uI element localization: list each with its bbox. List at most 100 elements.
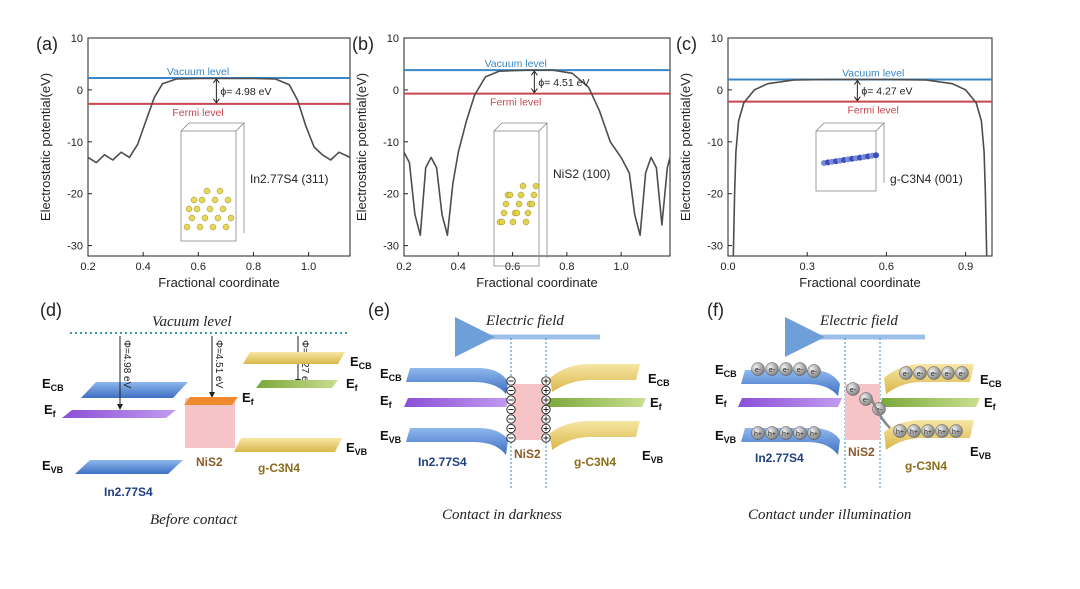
panel-label: (b)	[352, 34, 374, 54]
y-tick-label: -20	[67, 189, 83, 201]
x-axis-label: Fractional coordinate	[476, 275, 597, 290]
gcn-vb-band-e	[550, 421, 640, 450]
minus-charge	[506, 385, 516, 396]
in2s-label-e: In2.77S4	[418, 455, 467, 469]
electron: e-	[913, 366, 927, 380]
gcn-ef-band-f	[880, 398, 980, 407]
nis2-ef-band	[184, 397, 238, 405]
structure-label: NiS2 (100)	[553, 167, 610, 181]
vacuum-level-label: Vacuum level	[152, 314, 232, 330]
field-label-f: Electric field	[819, 313, 898, 329]
svg-text:h+: h+	[924, 429, 932, 436]
gcn-ef-band-e	[546, 398, 646, 407]
phi-label-in2s: Φ=4.98 eV	[121, 340, 132, 389]
svg-text:h+: h+	[896, 429, 904, 436]
y-axis-label: Electrostatic potential(eV)	[678, 73, 693, 221]
ef-label-f: Ef	[715, 392, 728, 409]
electron: e-	[941, 366, 955, 380]
in2s-vb-band-e	[406, 428, 508, 455]
electron: e-	[765, 362, 779, 376]
transfer-arrow	[870, 399, 891, 429]
ecb-label-f: ECB	[715, 362, 737, 379]
positive-charge-column	[541, 376, 551, 443]
svg-text:h+: h+	[938, 429, 946, 436]
x-tick-label: 0.0	[720, 261, 735, 273]
caption-d: Before contact	[150, 512, 238, 528]
ecb-label-gcn-e: ECB	[648, 371, 670, 388]
ef-label-gcn-e: Ef	[650, 395, 663, 412]
evb-label-gcn-f: EVB	[970, 444, 992, 461]
nis2-block-e	[511, 384, 546, 440]
svg-text:h+: h+	[768, 431, 776, 438]
svg-text:e-: e-	[945, 371, 952, 378]
minus-charge	[506, 423, 516, 434]
plus-charge	[541, 385, 551, 396]
phi-arrow-head-up	[212, 78, 220, 84]
y-axis-label: Electrostatic potential(eV)	[38, 73, 53, 221]
fermi-level-label: Fermi level	[172, 107, 223, 119]
electron: e-	[899, 366, 913, 380]
in2s-ef-band-f	[738, 398, 842, 407]
plus-charge	[541, 376, 551, 386]
potential-curve	[403, 69, 671, 236]
chart-panel-b: (b) 10 0 -10 -20 -30 0.2 0.4 0.6 0.8 1.0 Fractional…	[352, 33, 671, 290]
in2s-vb-band	[75, 460, 183, 474]
nis2-block	[185, 398, 235, 448]
crystal-structure-box	[815, 122, 885, 192]
in2s-label-f: In2.77S4	[755, 451, 804, 465]
ef-label-e: Ef	[380, 393, 393, 410]
structure-label: In2.77S4 (311)	[250, 172, 329, 186]
panel-label-f: (f)	[707, 300, 724, 320]
hole: h+	[765, 426, 779, 440]
diagram-panel-e: (e) Electric field ECB Ef EVB ECB Ef EVB…	[368, 300, 670, 523]
gcn-label-e: g-C3N4	[574, 455, 616, 469]
svg-text:e-: e-	[755, 367, 762, 374]
ecb-label-e: ECB	[380, 366, 402, 383]
x-tick-label: 0.3	[800, 261, 815, 273]
phi-arrow-head-down	[212, 98, 220, 104]
svg-text:e-: e-	[811, 369, 818, 376]
plot-frame	[87, 37, 351, 257]
ecb-label-d: ECB	[42, 376, 64, 393]
plot-frame	[403, 37, 671, 257]
svg-text:h+: h+	[810, 431, 818, 438]
panel-label-d: (d)	[40, 300, 62, 320]
ecb-label-gcn-f: ECB	[980, 372, 1002, 389]
electron: e-	[779, 362, 793, 376]
svg-text:e-: e-	[917, 371, 924, 378]
plot-frame	[727, 37, 993, 257]
hole: h+	[779, 426, 793, 440]
vacuum-level-label: Vacuum level	[167, 66, 229, 78]
plus-charge	[541, 404, 551, 415]
svg-text:e-: e-	[863, 397, 870, 404]
potential-curve	[732, 78, 988, 257]
x-tick-label: 0.6	[505, 261, 520, 273]
x-tick-label: 0.8	[559, 261, 574, 273]
y-tick-label: 0	[77, 85, 83, 97]
electron: e-	[807, 364, 821, 378]
evb-label-e: EVB	[380, 428, 402, 445]
gcn-ef-band	[256, 380, 338, 388]
svg-text:e-: e-	[769, 367, 776, 374]
gcn-label-d: g-C3N4	[258, 461, 300, 475]
crystal-structure-box	[493, 122, 548, 267]
ef-label-d: Ef	[44, 402, 57, 419]
phi-arrow-head-up	[530, 70, 538, 76]
svg-text:e-: e-	[931, 371, 938, 378]
electron: e-	[927, 366, 941, 380]
plus-charge	[541, 423, 551, 434]
y-tick-label: -30	[707, 241, 723, 253]
vacuum-level-label: Vacuum level	[842, 68, 904, 80]
caption-f: Contact under illumination	[748, 507, 911, 523]
y-tick-label: -30	[383, 241, 399, 253]
x-tick-label: 0.8	[246, 261, 261, 273]
x-axis-label: Fractional coordinate	[158, 275, 279, 290]
hole: h+	[793, 426, 807, 440]
hole: h+	[907, 424, 921, 438]
electron: e-	[751, 362, 765, 376]
ef-label-nis2: Ef	[242, 390, 255, 407]
fermi-level-label: Fermi level	[848, 105, 899, 117]
diagram-panel-d: (d) Vacuum level ECB Ef EVB Φ=4.98 eV Φ=…	[40, 300, 372, 528]
gcn-label-f: g-C3N4	[905, 459, 947, 473]
